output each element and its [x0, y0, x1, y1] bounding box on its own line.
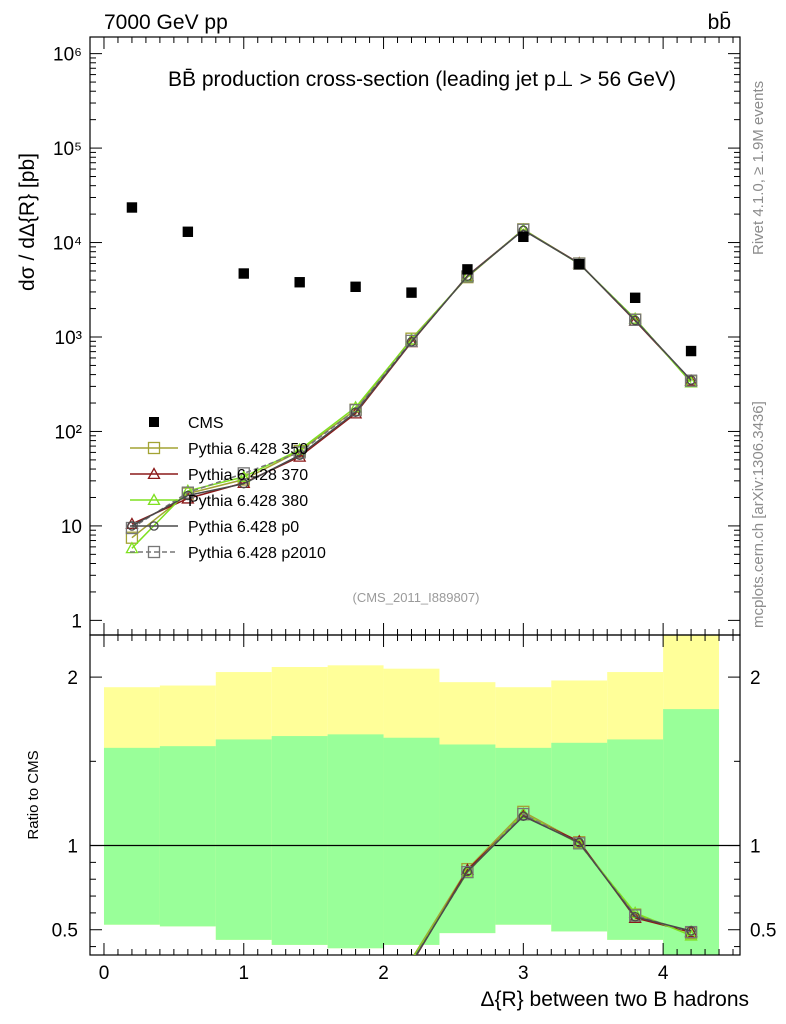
point-cms-0	[126, 202, 138, 213]
analysis-tag: (CMS_2011_I889807)	[353, 590, 480, 605]
point-p2010-2	[237, 467, 250, 480]
uncertainty-bands	[90, 635, 740, 955]
ratio-axis-ticks: 0 1 2 3 4 0.5 0.5 1 1 2 2	[52, 635, 776, 984]
process-label: bb̄	[708, 11, 731, 34]
legend-marker-cms	[149, 417, 159, 427]
series-line-p0	[131, 229, 692, 527]
point-p380-3	[293, 442, 307, 455]
point-p0-9	[630, 315, 640, 326]
legend-marker-p0	[149, 521, 159, 531]
ratio-y-tick-label: 1	[67, 837, 78, 858]
y-tick-label: 10	[61, 517, 82, 538]
point-p2010-10	[684, 374, 698, 387]
point-cms-6	[462, 264, 473, 275]
point-p0-10	[686, 375, 696, 385]
ratio-point-p0-7	[518, 811, 529, 821]
ratio-point-p0-8	[574, 837, 585, 848]
point-p2010-0	[125, 521, 139, 535]
point-cms-1	[182, 226, 194, 237]
ratio-y-tick-label-right: 0.5	[750, 921, 776, 942]
point-p0-1	[183, 490, 193, 501]
ratio-point-p2010-7	[517, 807, 530, 821]
inner-band-bin-2	[215, 739, 272, 940]
point-p2010-9	[629, 313, 642, 326]
ratio-point-p0-6	[462, 866, 473, 877]
inner-band-bin-10	[663, 709, 720, 955]
point-p0-3	[294, 450, 305, 461]
point-cms-10	[685, 345, 697, 357]
point-cms-8	[574, 258, 585, 270]
inner-band-bin-3	[271, 736, 328, 945]
y-tick-label: 10²	[55, 422, 82, 443]
point-cms-7	[518, 231, 529, 243]
x-tick-label: 2	[378, 963, 389, 984]
ratio-point-p380-6	[460, 865, 475, 878]
y-tick-label: 10⁵	[53, 139, 82, 160]
point-cms-3	[294, 277, 305, 288]
legend-marker-p2010	[147, 545, 161, 559]
ratio-y-tick-label-right: 2	[750, 668, 761, 689]
point-cms-4	[350, 281, 361, 292]
x-tick-label: 4	[658, 963, 669, 984]
y-tick-label: 1	[71, 611, 82, 632]
legend-marker-p370	[147, 467, 161, 480]
legend-label-p380: Pythia 6.428 380	[188, 493, 308, 510]
x-axis-label: Δ{R} between two B hadrons	[480, 988, 749, 1011]
ratio-point-p380-10	[684, 928, 698, 941]
point-p0-5	[406, 337, 417, 347]
energy-label: 7000 GeV pp	[104, 11, 228, 34]
ratio-y-axis-label: Ratio to CMS	[25, 750, 42, 839]
y-tick-label: 10⁴	[53, 234, 82, 255]
mcplots-label: mcplots.cern.ch [arXiv:1306.3436]	[750, 401, 767, 628]
ratio-y-tick-label-right: 1	[750, 837, 761, 858]
chart-title: BB̄ production cross-section (leading je…	[168, 68, 676, 91]
point-p2010-1	[181, 486, 194, 499]
ratio-y-tick-label: 0.5	[52, 921, 78, 942]
main-y-axis-label: dσ / dΔ{R} [pb]	[16, 153, 39, 291]
point-p0-2	[238, 478, 249, 489]
x-tick-label: 0	[99, 963, 110, 984]
x-tick-label: 3	[518, 963, 529, 984]
legend-label-p0: Pythia 6.428 p0	[188, 519, 299, 536]
legend-marker-p380	[147, 493, 161, 506]
legend-label-p370: Pythia 6.428 370	[188, 467, 308, 484]
inner-band-bin-0	[103, 747, 160, 925]
legend-label-p350: Pythia 6.428 350	[188, 441, 308, 458]
point-cms-9	[629, 292, 641, 304]
x-tick-label: 1	[238, 963, 249, 984]
main-series-group	[125, 202, 698, 554]
inner-band-bin-1	[159, 746, 216, 927]
legend-label-cms: CMS	[188, 415, 224, 432]
ratio-point-p0-10	[686, 926, 696, 936]
legend-marker-p350	[147, 441, 161, 455]
legend: CMS Pythia 6.428 350 Pythia 6.428 370 Pythi…	[130, 415, 326, 562]
ratio-line-p0	[415, 815, 692, 955]
y-tick-label: 10⁶	[53, 45, 82, 66]
point-p380-6	[460, 269, 475, 282]
y-tick-label: 10³	[55, 328, 82, 349]
point-cms-5	[406, 287, 417, 298]
point-cms-2	[238, 268, 249, 279]
point-p2010-3	[293, 446, 306, 459]
rivet-label: Rivet 4.1.0, ≥ 1.9M events	[750, 81, 767, 255]
point-p380-10	[684, 375, 698, 388]
ratio-point-p2010-6	[461, 865, 474, 879]
point-p380-2	[237, 470, 251, 482]
ratio-y-tick-label: 2	[67, 668, 78, 689]
point-p0-4	[350, 407, 361, 417]
inner-band-bin-5	[383, 737, 440, 945]
inner-band-bin-4	[327, 734, 384, 949]
main-axis-ticks: 1 10 10² 10³ 10⁴ 10⁵ 10⁶	[53, 37, 740, 635]
inner-band-bin-7	[495, 747, 552, 925]
legend-label-p2010: Pythia 6.428 p2010	[188, 545, 326, 562]
ratio-point-p2010-8	[573, 837, 586, 850]
ratio-point-p0-9	[630, 911, 640, 922]
ratio-series-group	[413, 805, 698, 955]
